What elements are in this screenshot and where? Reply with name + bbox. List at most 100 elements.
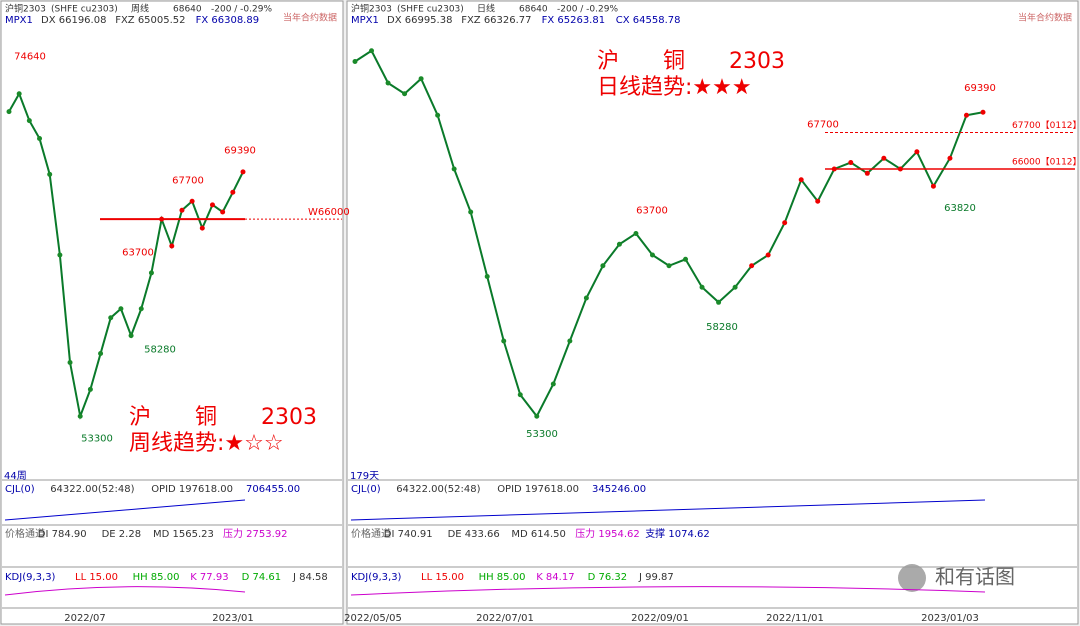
- exchange: (SHFE cu2303): [397, 5, 464, 15]
- change: -200 / -0.29%: [557, 5, 618, 15]
- kdj-line: [350, 586, 986, 596]
- cjl-line: [350, 499, 986, 521]
- indicator-text: FX 65263.81: [542, 15, 606, 26]
- indicator-text: DI 740.91: [384, 529, 433, 540]
- level-label: W66000: [308, 207, 350, 218]
- indicator-text: MD 1565.23: [153, 529, 214, 540]
- price-dot: [534, 413, 540, 419]
- indicator-text: DI 784.90: [38, 529, 87, 540]
- indicator-text: FXZ 65005.52: [115, 15, 185, 26]
- price-dot: [240, 169, 246, 175]
- price-dot: [209, 202, 215, 208]
- mpx-name: MPX1: [5, 15, 33, 26]
- indicator-text: LL 15.00: [75, 572, 118, 583]
- price-dot: [864, 170, 870, 176]
- price-dot: [716, 299, 722, 305]
- price-dot: [782, 220, 788, 226]
- level-label: 67700【0112】: [1012, 120, 1080, 131]
- right-panel: [346, 0, 1079, 625]
- indicator-text: DX 66995.38: [387, 15, 452, 26]
- indicator-text: 345246.00: [592, 484, 646, 495]
- indicator-text: DE 433.66: [448, 529, 500, 540]
- price-dot: [369, 48, 375, 54]
- price-dot: [468, 209, 474, 215]
- indicator-text: KDJ(9,3,3): [351, 572, 402, 583]
- header-bar: [348, 2, 1077, 16]
- indicator-text: 价格通道: [5, 527, 45, 540]
- price-dot: [501, 338, 507, 344]
- watermark: 和有话图: [935, 565, 1015, 589]
- price-dot: [37, 136, 43, 142]
- indicator-text: CJL(0): [351, 484, 381, 495]
- date-label: 2022/05/05: [344, 613, 402, 624]
- price-dot: [77, 413, 83, 419]
- indicator-text: MD 614.50: [511, 529, 566, 540]
- indicator-text: D 76.32: [588, 572, 628, 583]
- title-line: 日线趋势:★★★: [597, 75, 752, 100]
- price-dot: [798, 177, 804, 183]
- mpx-name: MPX1: [351, 15, 379, 26]
- indicator-text: FX 66308.89: [196, 15, 260, 26]
- price-dot: [980, 109, 986, 115]
- price-dot: [98, 351, 104, 357]
- price-dot: [402, 91, 408, 97]
- price-dot: [484, 274, 490, 279]
- indicator-text: 压力 1954.62: [575, 527, 640, 540]
- price-label: 69390: [224, 145, 256, 156]
- mode: 当年合约数据: [283, 12, 337, 24]
- price-dot: [26, 118, 32, 124]
- price-dot: [732, 284, 738, 290]
- last-price: 68640: [173, 5, 202, 15]
- price-dot: [765, 252, 771, 258]
- price-dot: [683, 256, 689, 262]
- price-label: 69390: [964, 83, 996, 94]
- price-dot: [583, 295, 589, 301]
- mode: 当年合约数据: [1018, 12, 1072, 24]
- price-dot: [138, 306, 144, 312]
- period: 日线: [477, 3, 495, 15]
- indicator-text: 706455.00: [246, 484, 300, 495]
- indicator-text: K 77.93: [190, 572, 228, 583]
- indicator-text: LL 15.00: [421, 572, 464, 583]
- date-label: 2023/01/03: [921, 613, 979, 624]
- price-dot: [947, 155, 953, 161]
- price-label: 63700: [122, 247, 154, 258]
- price-dot: [108, 315, 114, 321]
- price-label: 58280: [144, 344, 176, 355]
- bar-count: 179天: [350, 471, 379, 482]
- price-dot: [47, 171, 53, 177]
- indicator-text: OPID 197618.00: [151, 484, 233, 495]
- indicator-text: DE 2.28: [102, 529, 141, 540]
- price-dot: [666, 263, 672, 269]
- price-dot: [567, 338, 573, 344]
- indicator-text: HH 85.00: [479, 572, 526, 583]
- indicator-text: CX 64558.78: [616, 15, 681, 26]
- indicator-text: K 84.17: [536, 572, 574, 583]
- price-line: [8, 91, 244, 420]
- exchange: (SHFE cu2303): [51, 5, 118, 15]
- price-dot: [67, 360, 73, 365]
- price-dot: [649, 252, 655, 258]
- price-dot: [230, 189, 236, 195]
- header-bar: [2, 2, 342, 16]
- price-dot: [881, 155, 887, 161]
- price-dot: [199, 225, 205, 231]
- price-label: 67700: [807, 119, 839, 130]
- title-line: 沪 铜 2303: [129, 405, 317, 430]
- last-price: 68640: [519, 5, 548, 15]
- left-panel: [0, 0, 344, 625]
- price-dot: [352, 59, 358, 64]
- price-dot: [633, 231, 639, 236]
- indicator-text: 64322.00(52:48): [396, 484, 480, 495]
- date-label: 2022/07: [64, 613, 106, 624]
- price-label: 63820: [944, 203, 976, 214]
- price-dot: [616, 241, 622, 247]
- price-dot: [148, 270, 154, 276]
- indicator-text: KDJ(9,3,3): [5, 572, 56, 583]
- price-dot: [749, 263, 755, 269]
- date-label: 2022/07/01: [476, 613, 534, 624]
- bar-count: 44周: [4, 470, 27, 482]
- indicator-text: CJL(0): [5, 484, 35, 495]
- watermark-icon: [898, 564, 926, 592]
